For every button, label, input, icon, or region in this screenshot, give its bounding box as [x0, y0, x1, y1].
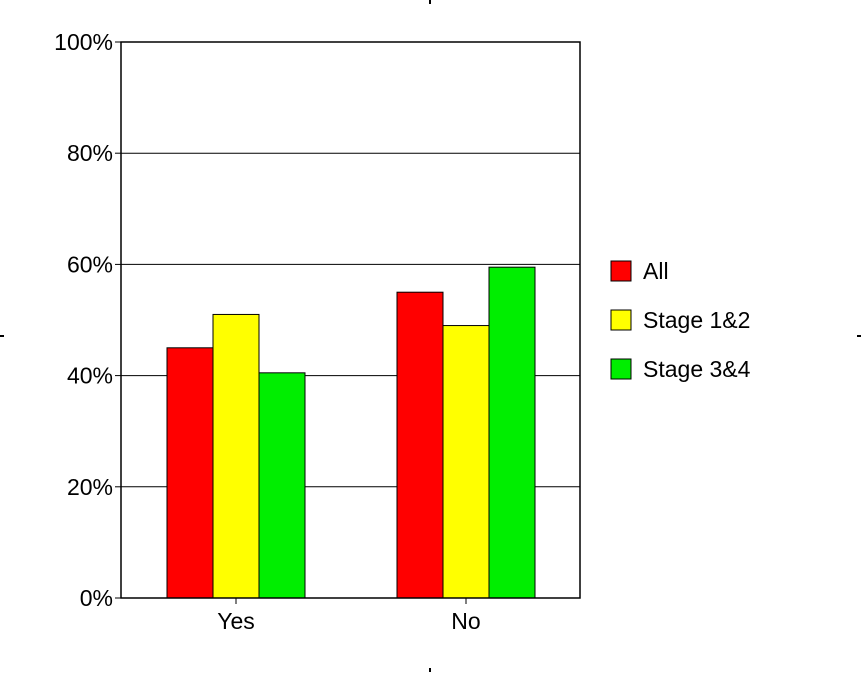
- legend-label: All: [643, 258, 669, 284]
- y-tick-label: 80%: [67, 140, 113, 166]
- legend-label: Stage 3&4: [643, 356, 751, 382]
- x-axis: Yes No: [217, 598, 481, 634]
- legend-swatch: [610, 309, 632, 331]
- bar: [442, 325, 490, 599]
- bar: [396, 291, 444, 599]
- y-tick-label: 0%: [80, 585, 113, 611]
- bar: [488, 266, 536, 599]
- legend-swatch: [610, 358, 632, 380]
- legend-swatch: [610, 260, 632, 282]
- x-tick-label: No: [451, 608, 480, 634]
- legend-label: Stage 1&2: [643, 307, 750, 333]
- y-axis: 0% 20% 40% 60% 80% 100%: [54, 29, 121, 611]
- plot-frame: [120, 41, 581, 599]
- legend: All Stage 1&2 Stage 3&4: [610, 258, 751, 382]
- bars: [166, 266, 536, 599]
- x-tick-label: Yes: [217, 608, 255, 634]
- bar: [212, 313, 260, 599]
- y-tick-label: 60%: [67, 251, 113, 277]
- y-tick-label: 20%: [67, 474, 113, 500]
- bar: [258, 372, 306, 599]
- y-tick-label: 40%: [67, 363, 113, 389]
- y-tick-label: 100%: [54, 29, 113, 55]
- bar: [166, 347, 214, 599]
